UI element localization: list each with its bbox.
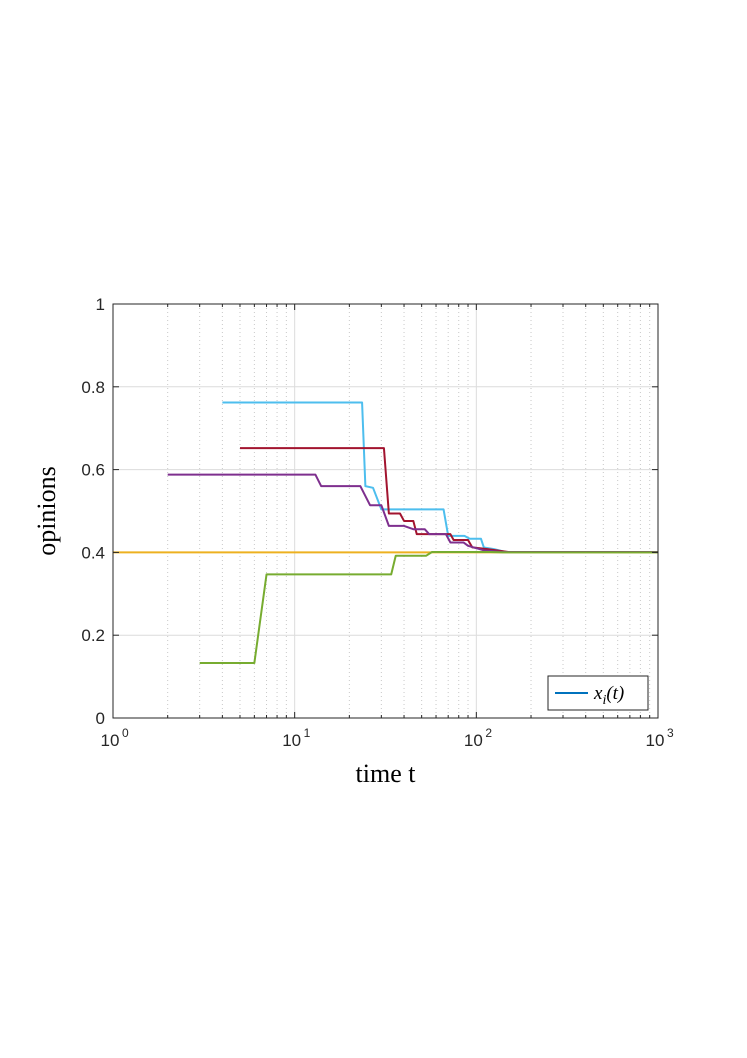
axes-frame bbox=[112, 303, 659, 719]
x-tick-label: 10 1 bbox=[282, 726, 310, 750]
legend-label: xi(t) bbox=[593, 683, 624, 708]
series-line-5 bbox=[199, 550, 658, 664]
x-tick-labels: 10 0 10 1 10 2 10 3 bbox=[101, 726, 674, 750]
y-tick-label: 0.4 bbox=[81, 543, 105, 562]
x-tick-label: 10 2 bbox=[464, 726, 492, 750]
x-tick-base: 10 bbox=[646, 731, 665, 750]
y-tick-labels: 0 0.2 0.4 0.6 0.8 1 bbox=[81, 295, 105, 728]
x-tick-label: 10 0 bbox=[101, 726, 129, 750]
y-tick-label: 0 bbox=[96, 709, 105, 728]
x-tick-exponent: 1 bbox=[304, 726, 311, 740]
x-tick-exponent: 3 bbox=[667, 726, 674, 740]
y-tick-label: 1 bbox=[96, 295, 105, 314]
legend: xi(t) bbox=[547, 675, 649, 711]
x-tick-base: 10 bbox=[282, 731, 301, 750]
y-tick-label: 0.8 bbox=[81, 378, 105, 397]
x-axis-label: time t bbox=[356, 759, 417, 788]
y-tick-label: 0.6 bbox=[81, 461, 105, 480]
x-tick-label: 10 3 bbox=[646, 726, 674, 750]
series-line-4 bbox=[167, 473, 658, 553]
data-series bbox=[113, 401, 658, 664]
tick-marks bbox=[112, 303, 659, 719]
x-tick-exponent: 0 bbox=[122, 726, 129, 740]
y-axis-label: opinions bbox=[32, 466, 61, 556]
x-tick-base: 10 bbox=[101, 731, 120, 750]
plot-area bbox=[113, 304, 658, 718]
x-tick-exponent: 2 bbox=[485, 726, 492, 740]
y-tick-label: 0.2 bbox=[81, 626, 105, 645]
x-tick-base: 10 bbox=[464, 731, 483, 750]
